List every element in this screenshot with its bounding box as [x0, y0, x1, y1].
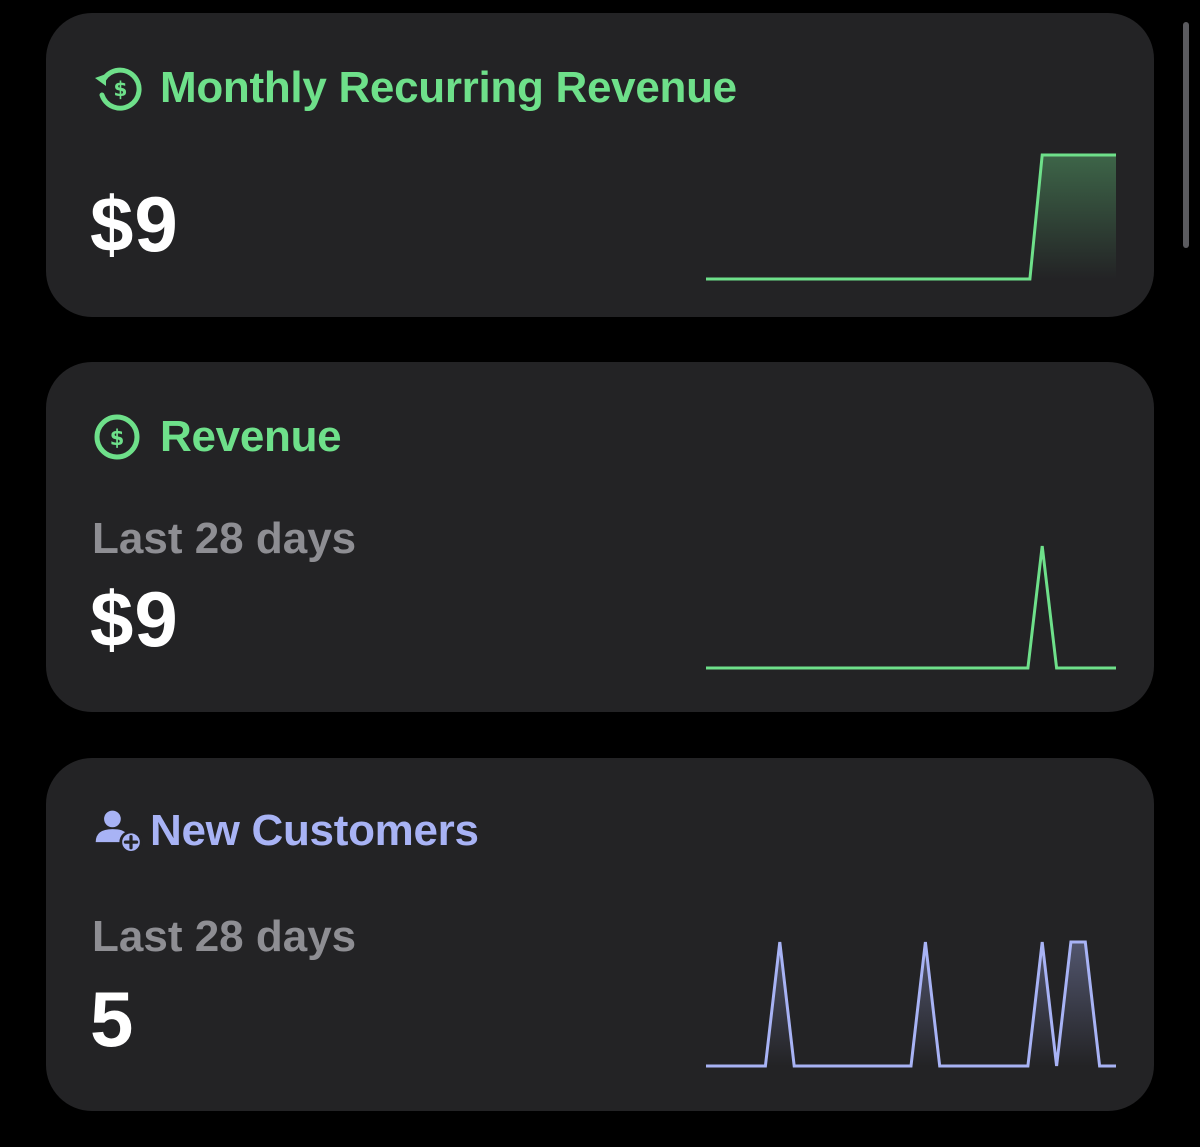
mrr-sparkline — [706, 151, 1116, 283]
customers-sparkline-area — [706, 942, 1116, 1066]
revenue-card-header: $ Revenue — [92, 412, 342, 461]
recurring-dollar-icon: $ — [92, 65, 144, 111]
scroll-indicator[interactable] — [1183, 22, 1189, 248]
revenue-sparkline — [706, 542, 1116, 672]
revenue-card[interactable]: $ Revenue Last 28 days $9 — [46, 362, 1154, 712]
mrr-card[interactable]: $ Monthly Recurring Revenue $9 — [46, 13, 1154, 317]
svg-text:$: $ — [110, 426, 125, 450]
revenue-value: $9 — [90, 575, 179, 663]
new-customers-period-label: Last 28 days — [92, 912, 357, 961]
mrr-card-header: $ Monthly Recurring Revenue — [92, 65, 737, 111]
new-customers-value: 5 — [90, 975, 135, 1063]
svg-text:$: $ — [114, 77, 128, 101]
revenue-sparkline-line — [706, 546, 1116, 668]
new-customers-card-header: New Customers — [92, 808, 479, 854]
new-customers-card[interactable]: New Customers Last 28 days 5 — [46, 758, 1154, 1111]
mrr-sparkline-area — [706, 155, 1116, 279]
customers-sparkline-line — [706, 942, 1116, 1066]
mrr-sparkline-line — [706, 155, 1116, 279]
dollar-circle-icon: $ — [92, 414, 144, 460]
mrr-value: $9 — [90, 180, 179, 268]
mrr-card-title: Monthly Recurring Revenue — [160, 63, 737, 112]
revenue-card-title: Revenue — [160, 412, 342, 461]
person-add-icon — [92, 808, 144, 854]
new-customers-card-title: New Customers — [150, 806, 479, 855]
new-customers-sparkline — [706, 938, 1116, 1070]
revenue-period-label: Last 28 days — [92, 514, 357, 563]
